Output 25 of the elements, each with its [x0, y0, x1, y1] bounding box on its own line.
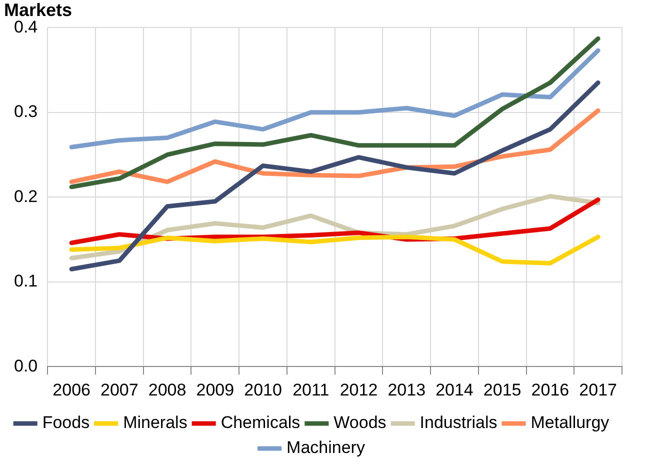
legend-label: Chemicals [220, 413, 300, 432]
x-tick-label: 2010 [244, 380, 282, 400]
y-tick-label: 0.3 [14, 102, 38, 122]
x-tick-label: 2012 [340, 380, 378, 400]
legend-label: Industrials [420, 413, 498, 432]
x-tick-label: 2014 [436, 380, 474, 400]
x-tick-label: 2006 [52, 380, 90, 400]
y-tick-label: 0.0 [14, 356, 38, 376]
legend-label: Minerals [123, 413, 188, 432]
x-tick-label: 2016 [531, 380, 570, 400]
legend-label: Foods [42, 413, 90, 432]
x-tick-label: 2008 [148, 380, 186, 400]
legend-label: Woods [334, 413, 386, 432]
x-tick-label: 2015 [483, 380, 522, 400]
x-tick-label: 2013 [388, 380, 426, 400]
x-tick-label: 2011 [292, 380, 330, 400]
x-tick-label: 2009 [196, 380, 234, 400]
y-tick-label: 0.4 [14, 17, 38, 36]
legend-label: Machinery [286, 438, 366, 458]
legend-label: Metallurgy [530, 413, 610, 432]
x-tick-label: 2017 [579, 380, 617, 400]
x-tick-label: 2007 [100, 380, 138, 400]
chart-title: Markets [4, 0, 72, 20]
y-tick-label: 0.2 [14, 186, 38, 206]
y-tick-label: 0.1 [14, 272, 38, 291]
